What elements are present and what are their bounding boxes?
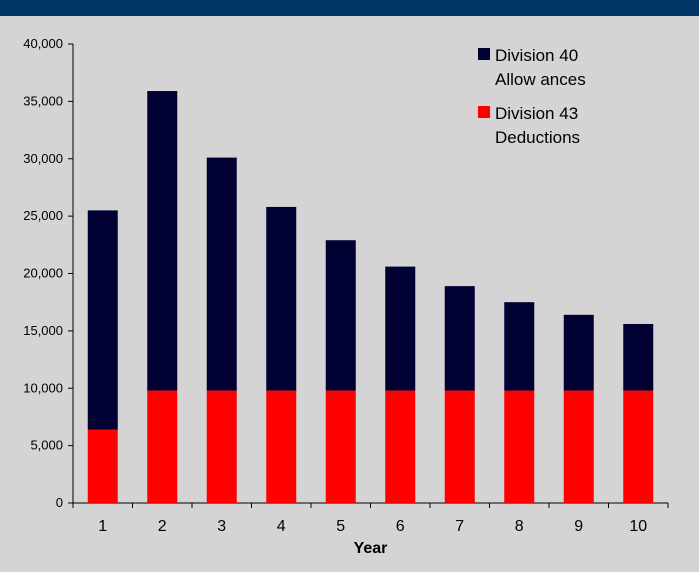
x-tick-label: 6 (396, 518, 405, 535)
legend-label: Division 43 (495, 104, 578, 123)
bar-division-40-year-4 (266, 206, 297, 391)
x-axis-ticks: 1 2 3 4 5 6 7 8 9 10 (72, 503, 669, 535)
x-tick-label: 7 (455, 518, 464, 535)
y-tick-label: 0 (56, 495, 63, 510)
legend-swatch (478, 48, 490, 60)
bar-division-43-year-5 (325, 390, 356, 503)
bar-division-40-year-3 (206, 157, 237, 391)
bar-division-40-year-6 (385, 266, 416, 391)
legend: Division 40 Allow ances Division 43 Deducti… (478, 46, 586, 147)
y-tick-label: 20,000 (23, 266, 63, 281)
x-tick-label: 3 (217, 518, 226, 535)
x-tick-label: 4 (277, 518, 286, 535)
bar-division-43-year-2 (147, 390, 178, 503)
y-axis-ticks: 0 5,000 10,000 15,000 20,000 25,000 30,000 35,0… (23, 36, 73, 510)
legend-label: Division 40 (495, 46, 578, 65)
y-tick-label: 35,000 (23, 93, 63, 108)
y-tick-label: 30,000 (23, 151, 63, 166)
y-tick-label: 5,000 (30, 438, 63, 453)
y-tick-label: 10,000 (23, 380, 63, 395)
x-tick-label: 1 (98, 518, 107, 535)
header-band (0, 0, 699, 16)
bar-division-43-year-1 (87, 429, 118, 503)
x-tick-label: 5 (336, 518, 345, 535)
bar-division-40-year-9 (563, 314, 594, 391)
bar-division-40-year-8 (504, 302, 535, 391)
legend-label: Deductions (495, 128, 580, 147)
bar-division-43-year-4 (266, 390, 297, 503)
x-tick-label: 8 (515, 518, 524, 535)
bar-division-43-year-3 (206, 390, 237, 503)
bar-division-40-year-5 (325, 240, 356, 391)
legend-label: Allow ances (495, 70, 586, 89)
bars (87, 91, 654, 503)
y-tick-label: 40,000 (23, 36, 63, 51)
bar-division-40-year-7 (444, 286, 475, 391)
bar-division-43-year-9 (563, 390, 594, 503)
bar-division-43-year-7 (444, 390, 475, 503)
bar-division-40-year-10 (623, 323, 654, 391)
x-tick-label: 10 (629, 518, 647, 535)
bar-division-40-year-1 (87, 210, 118, 430)
legend-swatch (478, 106, 490, 118)
x-tick-label: 9 (574, 518, 583, 535)
y-tick-label: 25,000 (23, 208, 63, 223)
bar-division-43-year-10 (623, 390, 654, 503)
bar-division-43-year-8 (504, 390, 535, 503)
y-tick-label: 15,000 (23, 323, 63, 338)
bar-division-40-year-2 (147, 91, 178, 391)
bar-division-43-year-6 (385, 390, 416, 503)
x-axis-title: Year (354, 540, 388, 557)
x-tick-label: 2 (158, 518, 167, 535)
